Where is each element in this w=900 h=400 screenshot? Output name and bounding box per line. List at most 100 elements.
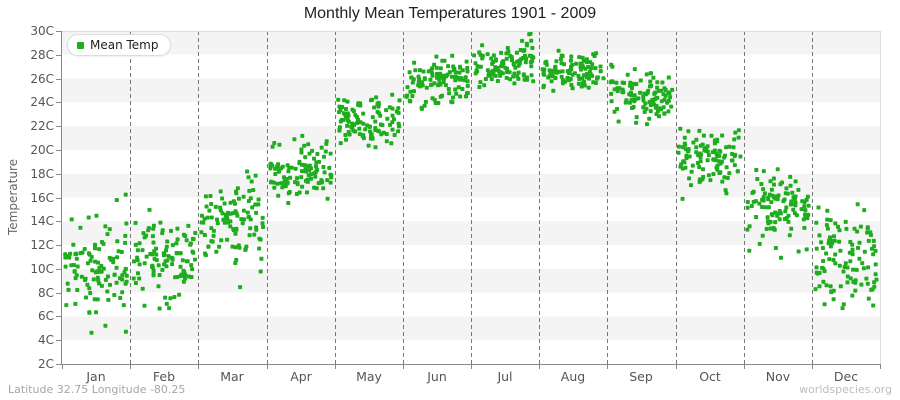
data-point: [475, 69, 480, 74]
x-tick-label: Jan: [86, 369, 106, 384]
data-point: [747, 248, 752, 253]
data-point: [282, 179, 287, 184]
data-point: [258, 269, 263, 274]
data-point: [312, 185, 317, 190]
x-tick-label: Mar: [220, 369, 244, 384]
data-point: [560, 78, 565, 83]
data-point: [724, 145, 729, 150]
data-point: [862, 208, 867, 213]
data-point: [828, 244, 833, 249]
data-point: [750, 190, 755, 195]
data-point: [569, 83, 574, 87]
data-point: [686, 149, 690, 154]
data-point: [225, 213, 229, 218]
data-point: [121, 303, 126, 308]
data-point: [319, 180, 324, 185]
data-point: [183, 234, 188, 238]
data-point: [222, 201, 227, 206]
plot-band: [62, 340, 880, 364]
y-axis-tick: [56, 364, 61, 365]
data-point: [150, 252, 155, 257]
data-point: [593, 81, 598, 85]
data-point: [183, 276, 187, 281]
data-point: [310, 148, 315, 153]
data-point: [91, 277, 96, 282]
data-point: [717, 159, 722, 164]
data-point: [158, 220, 163, 225]
data-point: [629, 93, 634, 98]
data-point: [78, 225, 83, 230]
y-axis-tick: [56, 31, 61, 32]
y-axis-tick: [56, 102, 61, 103]
data-point: [73, 276, 78, 281]
data-point: [841, 269, 846, 274]
data-point: [568, 58, 573, 63]
data-point: [851, 279, 856, 284]
data-point: [122, 270, 127, 275]
data-point: [222, 220, 227, 225]
data-point: [337, 110, 341, 115]
data-point: [215, 217, 219, 222]
data-point: [866, 238, 871, 243]
data-point: [625, 72, 630, 77]
data-point: [79, 274, 84, 279]
data-point: [794, 213, 799, 218]
data-point: [202, 216, 207, 221]
data-point: [689, 169, 694, 174]
data-point: [231, 199, 236, 204]
data-point: [732, 137, 737, 142]
data-point: [570, 62, 575, 67]
data-point: [299, 175, 304, 180]
data-point: [103, 277, 108, 282]
data-point: [217, 244, 222, 249]
data-point: [855, 202, 860, 207]
legend[interactable]: Mean Temp: [67, 34, 171, 56]
data-point: [344, 137, 348, 142]
data-point: [342, 98, 347, 103]
data-point: [598, 69, 603, 74]
data-point: [434, 65, 439, 70]
data-point: [297, 161, 302, 166]
data-point: [168, 296, 173, 301]
data-point: [63, 264, 68, 269]
data-point: [754, 215, 759, 219]
data-point: [361, 111, 366, 116]
data-point: [175, 226, 180, 231]
data-point: [766, 205, 771, 210]
data-point: [256, 197, 261, 202]
data-point: [676, 144, 681, 149]
data-point: [236, 196, 241, 201]
data-point: [103, 224, 108, 229]
data-point: [487, 73, 492, 78]
data-point: [865, 226, 870, 231]
data-point: [241, 194, 246, 199]
data-point: [85, 282, 90, 287]
data-point: [454, 91, 459, 96]
data-point: [213, 204, 218, 209]
data-point: [384, 132, 389, 136]
data-point: [209, 215, 214, 220]
data-point: [530, 58, 535, 63]
data-point: [700, 142, 705, 147]
data-point: [760, 233, 765, 238]
data-point: [390, 113, 395, 118]
data-point: [498, 70, 503, 75]
data-point: [837, 228, 842, 233]
data-point: [505, 46, 510, 50]
x-tick-label: Oct: [699, 369, 721, 384]
data-point: [370, 97, 374, 102]
data-point: [768, 219, 773, 224]
data-point: [772, 227, 777, 232]
data-point: [80, 250, 85, 255]
y-axis-tick: [56, 198, 61, 199]
data-point: [372, 105, 377, 110]
data-point: [151, 268, 156, 273]
data-point: [822, 269, 827, 274]
data-point: [576, 81, 581, 86]
data-point: [865, 230, 870, 235]
data-point: [89, 330, 94, 335]
data-point: [793, 179, 798, 184]
data-point: [237, 245, 242, 250]
data-point: [783, 191, 788, 196]
data-point: [422, 77, 427, 82]
